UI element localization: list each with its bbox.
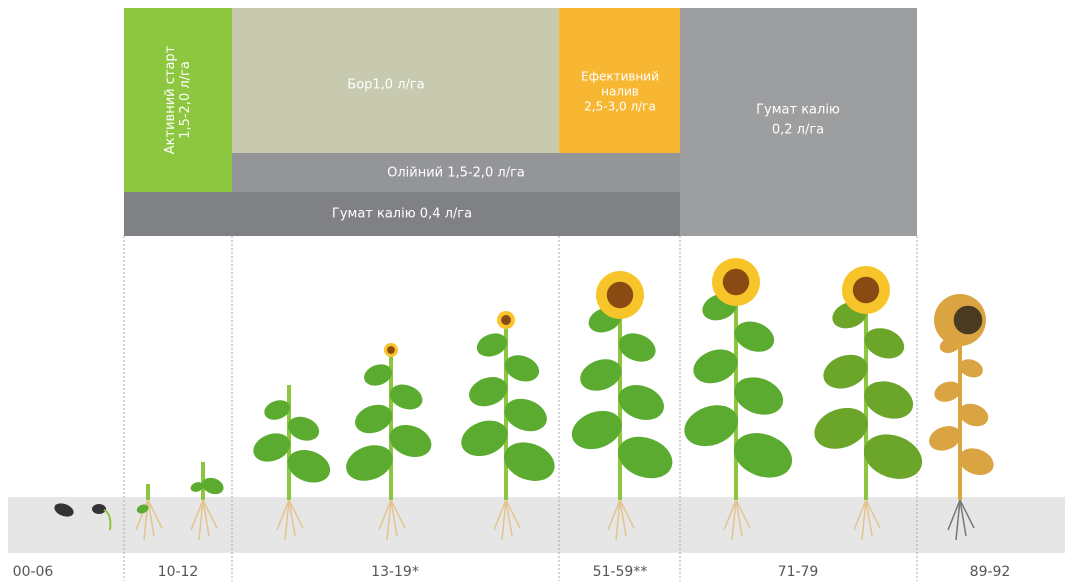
stage-label: 10-12 (158, 564, 199, 580)
block-label: налив (601, 85, 639, 99)
leaf (612, 430, 678, 486)
ground (8, 497, 1065, 553)
stage-label: 00-06 (13, 564, 54, 580)
block-label: 2,5-3,0 л/га (584, 100, 656, 114)
block-label: 0,2 л/га (772, 123, 824, 138)
block-label: Гумат калію (756, 103, 840, 118)
block-label: Олійний 1,5-2,0 л/га (387, 166, 525, 181)
block-label: Гумат калію 0,4 л/га (332, 207, 472, 222)
disc (607, 282, 633, 308)
block-label: Бор1,0 л/га (347, 78, 424, 93)
leaf (679, 398, 744, 453)
block-label: 1,5-2,0 л/га (178, 61, 193, 139)
disc (501, 315, 511, 325)
disc (954, 306, 983, 335)
disc (853, 277, 879, 303)
disc (723, 269, 749, 295)
seed (92, 504, 106, 514)
block-label: Активний старт (163, 45, 178, 154)
stage-label: 13-19* (371, 564, 419, 580)
stage-label: 89-92 (970, 564, 1011, 580)
stage-label: 51-59** (593, 564, 648, 580)
leaf (858, 427, 929, 487)
diagram: Активний старт1,5-2,0 л/га Бор1,0 л/га Ефе… (0, 0, 1073, 581)
leaf (809, 401, 874, 456)
disc (387, 346, 395, 354)
block-label: Ефективний (581, 70, 659, 84)
stage-label: 71-79 (778, 564, 819, 580)
leaf (728, 425, 799, 485)
